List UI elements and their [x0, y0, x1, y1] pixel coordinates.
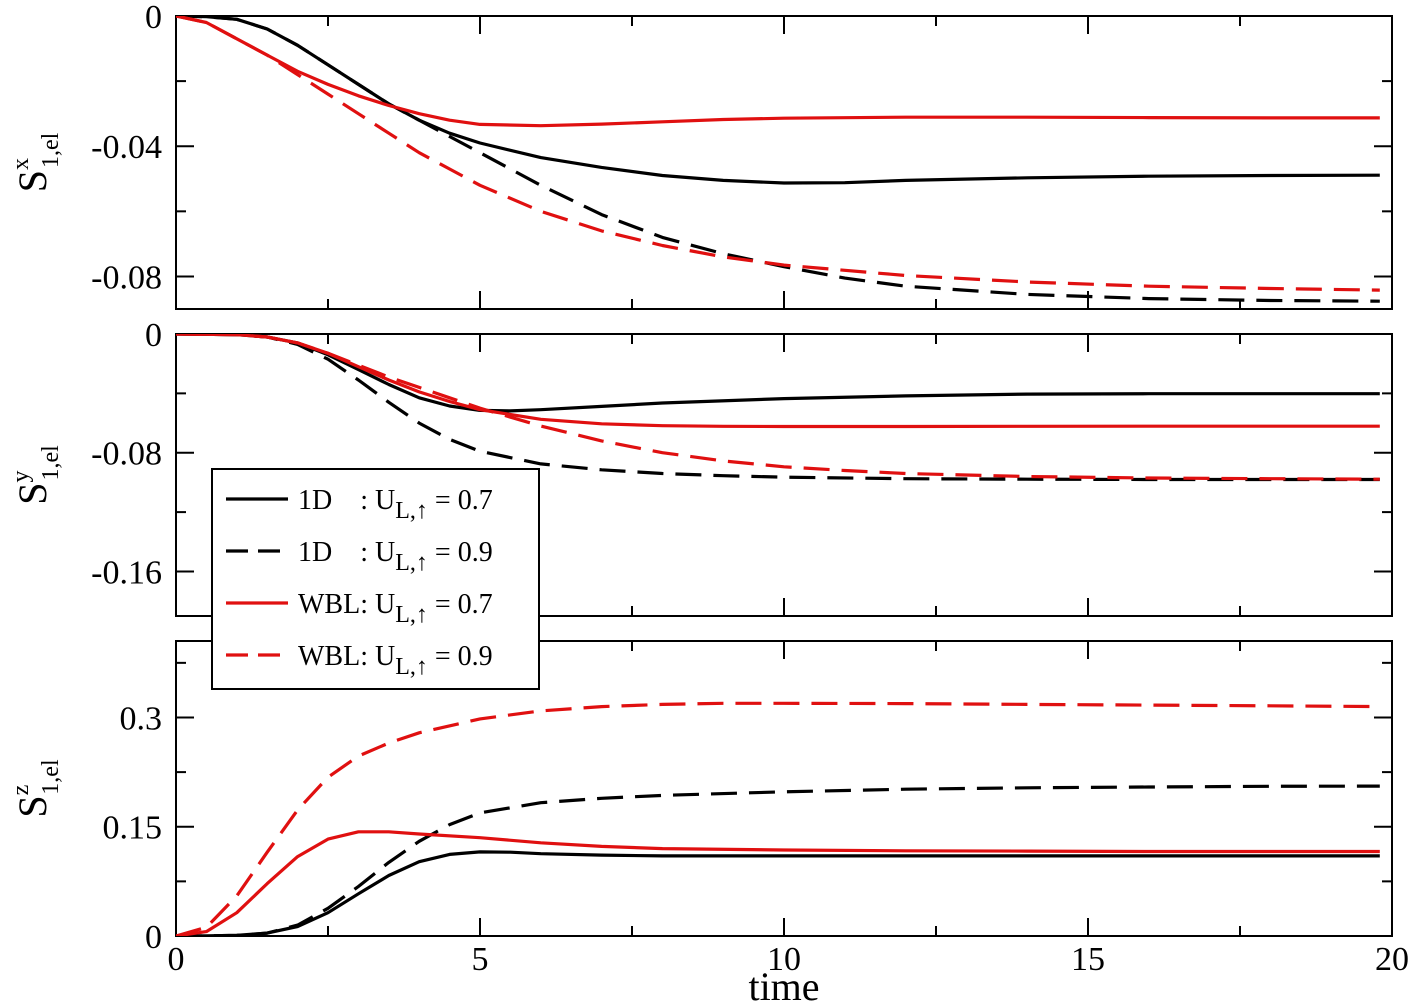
panel-top: 0 -0.04 -0.08 Sx 1,el: [8, 0, 1393, 310]
series-group: [176, 334, 1380, 482]
legend-label-3: WBL: UL,↑ = 0.9: [298, 641, 493, 680]
series-line-0: [176, 850, 1380, 936]
y-tick-label: 0.15: [103, 810, 163, 847]
y-axis-label: Sz 1,el: [8, 759, 64, 818]
x-axis-label: time: [748, 964, 819, 1004]
x-tick-label: 10: [767, 941, 801, 978]
legend-label-1: 1D : UL,↑ = 0.9: [298, 537, 493, 576]
panel-middle: 0 -0.08 -0.16 Sy 1,el: [8, 317, 1393, 617]
panel-bottom: 0 0.15 0.3 Sz 1,el 0 5 10 15 20 time: [8, 640, 1409, 1004]
y-tick-label: 0: [145, 919, 162, 956]
legend: 1D : UL,↑ = 0.7 1D : UL,↑ = 0.9 WBL: UL,↑ …: [211, 468, 540, 690]
x-tick-label: 20: [1375, 941, 1409, 978]
series-line-0: [176, 334, 1380, 413]
y-tick-label: 0: [145, 317, 162, 354]
series-line-2: [176, 830, 1380, 936]
legend-label-0: 1D : UL,↑ = 0.7: [298, 485, 493, 524]
y-tick-label: 0: [145, 0, 162, 36]
series-line-0: [176, 16, 1380, 185]
series-line-3: [176, 334, 1380, 481]
y-tick-label: -0.16: [91, 554, 162, 591]
series-line-3: [176, 701, 1380, 936]
y-axis-label: Sx 1,el: [8, 132, 64, 192]
y-tick-label: -0.08: [91, 259, 162, 296]
series-line-3: [176, 16, 1380, 292]
y-tick-label: 0.3: [120, 700, 163, 737]
series-line-1: [176, 16, 1380, 303]
x-tick-label: 0: [168, 941, 185, 978]
legend-label-2: WBL: UL,↑ = 0.7: [298, 589, 493, 628]
series-group: [176, 701, 1380, 936]
y-axis-label: Sy 1,el: [8, 445, 64, 505]
series-group: [176, 16, 1380, 303]
series-line-1: [176, 784, 1380, 936]
x-tick-label: 15: [1071, 941, 1105, 978]
y-tick-label: -0.04: [91, 129, 162, 166]
legend-box: [211, 468, 540, 690]
x-tick-label: 5: [472, 941, 489, 978]
series-line-2: [176, 16, 1380, 128]
y-tick-label: -0.08: [91, 436, 162, 473]
series-line-1: [176, 334, 1380, 482]
